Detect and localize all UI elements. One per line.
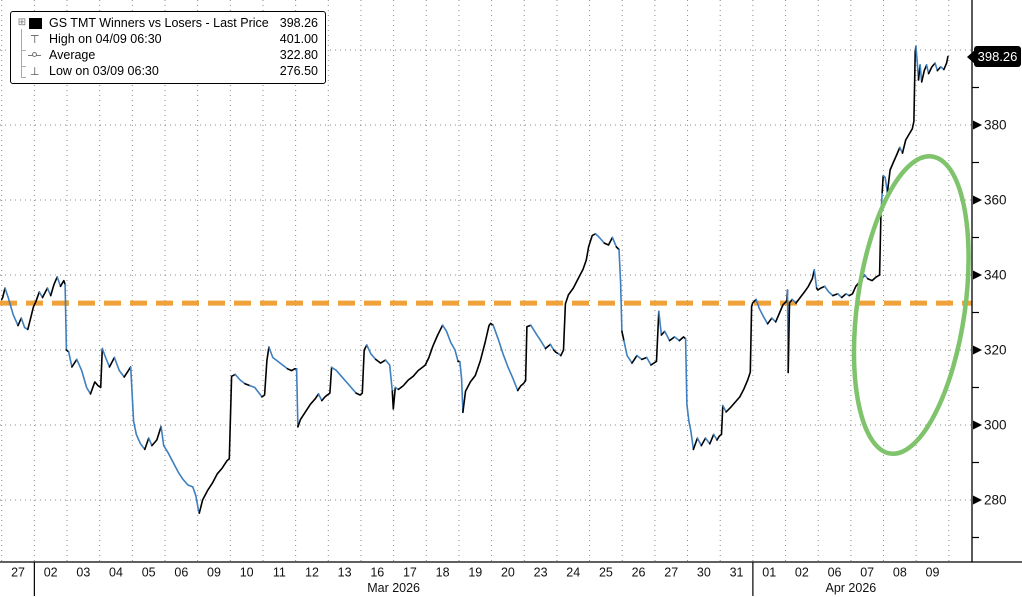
x-date-label: 03 — [76, 566, 90, 580]
y-tick-label: 300 — [984, 418, 1007, 433]
x-date-label: 20 — [501, 566, 515, 580]
month-label: Apr 2026 — [825, 581, 876, 595]
gridlines — [0, 0, 972, 562]
month-label: Mar 2026 — [367, 581, 420, 595]
low-marker-icon: ⊥ — [30, 65, 40, 78]
tree-expander-icon[interactable]: ⊞ — [17, 17, 27, 28]
legend-low-label: Low on 03/09 06:30 — [49, 64, 159, 78]
x-date-label: 11 — [273, 566, 286, 580]
high-marker-icon: ⊤ — [30, 33, 40, 46]
x-date-label: 06 — [174, 566, 188, 580]
y-tick-label: 280 — [984, 493, 1007, 508]
x-date-label: 30 — [697, 566, 711, 580]
legend-average-label: Average — [49, 48, 96, 62]
x-date-label: 24 — [566, 566, 580, 580]
legend-average-value: 322.80 — [279, 48, 318, 62]
series-color-swatch-icon — [27, 17, 49, 29]
y-tick-arrow-icon — [973, 195, 982, 205]
legend-low-value: 276.50 — [279, 64, 318, 78]
x-date-label: 13 — [338, 566, 352, 580]
legend-tree-line — [21, 29, 22, 77]
x-date-label: 26 — [632, 566, 646, 580]
average-marker-icon — [27, 52, 49, 57]
x-date-label: 08 — [893, 566, 907, 580]
x-date-label: 27 — [11, 566, 25, 580]
x-date-label: 16 — [370, 566, 384, 580]
legend-row-low: ⊥ Low on 03/09 06:30 276.50 — [17, 63, 318, 79]
legend-tree-stub — [21, 66, 26, 67]
x-date-label: 12 — [305, 566, 319, 580]
x-date-label: 02 — [795, 566, 809, 580]
y-tick-arrow-icon — [973, 120, 982, 130]
x-date-label: 17 — [403, 566, 417, 580]
x-date-label: 31 — [730, 566, 744, 580]
y-tick-label: 340 — [984, 268, 1007, 283]
y-tick-arrow-icon — [973, 420, 982, 430]
legend-series-value: 398.26 — [279, 16, 318, 30]
y-tick-arrow-icon — [973, 495, 982, 505]
chart-legend: ⊞ GS TMT Winners vs Losers - Last Price … — [10, 11, 326, 84]
price-series — [0, 45, 949, 514]
x-axis-labels: 27 02 03 04 05 06 09 10 11 12 13 16 17 18 19 20 23 24 25 26… — [11, 562, 940, 596]
last-price-tag: 398.26 — [967, 46, 1021, 67]
y-tick-arrow-icon — [973, 345, 982, 355]
x-date-label: 05 — [142, 566, 156, 580]
legend-row-high: ⊤ High on 04/09 06:30 401.00 — [17, 31, 318, 47]
x-date-label: 09 — [926, 566, 940, 580]
y-tick-label: 380 — [984, 118, 1007, 133]
x-date-label: 02 — [44, 566, 58, 580]
y-tick-label: 320 — [984, 343, 1007, 358]
x-date-label: 06 — [828, 566, 842, 580]
legend-high-label: High on 04/09 06:30 — [49, 32, 162, 46]
x-date-label: 10 — [240, 566, 254, 580]
x-date-label: 23 — [534, 566, 548, 580]
x-date-label: 27 — [664, 566, 678, 580]
x-date-label: 18 — [436, 566, 450, 580]
legend-series-label: GS TMT Winners vs Losers - Last Price — [49, 16, 269, 30]
x-date-label: 25 — [599, 566, 613, 580]
y-tick-arrow-icon — [973, 270, 982, 280]
x-date-label: 07 — [860, 566, 874, 580]
legend-tree-stub — [21, 50, 26, 51]
x-date-label: 04 — [109, 566, 123, 580]
axes — [0, 0, 1022, 563]
x-date-label: 01 — [762, 566, 776, 580]
legend-row-average: Average 322.80 — [17, 47, 318, 63]
legend-high-value: 401.00 — [279, 32, 318, 46]
x-date-label: 19 — [468, 566, 482, 580]
y-tick-label: 360 — [984, 193, 1007, 208]
rally-annotation-ellipse — [851, 154, 971, 456]
y-axis-ticks: 280 300 320 340 360 380 — [972, 86, 1007, 539]
legend-row-series: ⊞ GS TMT Winners vs Losers - Last Price … — [17, 15, 318, 31]
legend-tree-stub — [21, 77, 26, 78]
x-date-label: 09 — [207, 566, 221, 580]
